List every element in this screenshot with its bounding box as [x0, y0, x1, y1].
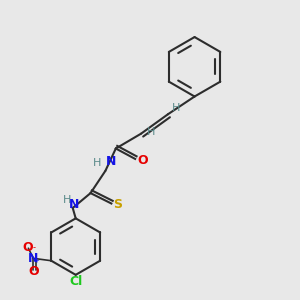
Text: H: H	[63, 195, 72, 205]
Text: -: -	[32, 243, 35, 252]
Text: N: N	[69, 199, 80, 212]
Text: H: H	[172, 103, 180, 113]
Text: N: N	[28, 252, 39, 265]
Text: N: N	[106, 155, 116, 168]
Text: +: +	[33, 258, 39, 264]
Text: S: S	[113, 199, 122, 212]
Text: O: O	[137, 154, 148, 167]
Text: O: O	[22, 241, 33, 254]
Text: O: O	[28, 265, 39, 278]
Text: H: H	[93, 158, 101, 168]
Text: Cl: Cl	[69, 275, 82, 288]
Text: H: H	[147, 127, 156, 137]
